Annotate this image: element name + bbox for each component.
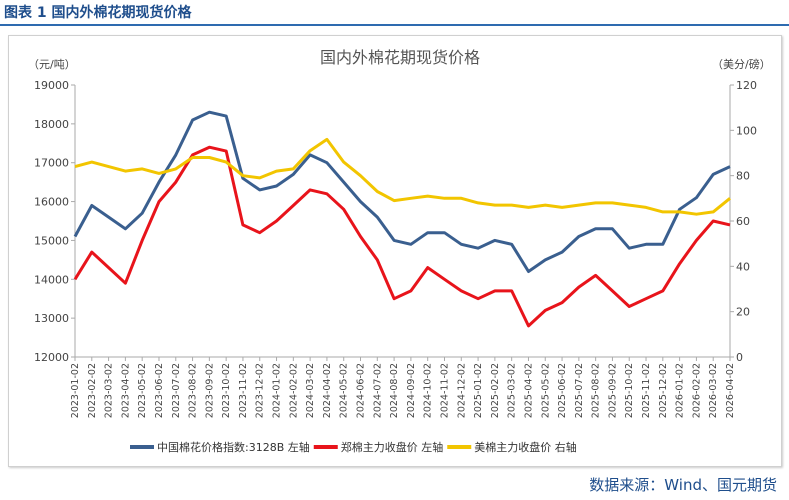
caption-divider bbox=[0, 24, 789, 26]
x-tick-label: 2023-12-02 bbox=[255, 363, 266, 418]
x-tick-label: 2024-01-02 bbox=[272, 363, 283, 418]
x-tick-label: 2026-03-02 bbox=[708, 363, 719, 418]
left-tick-label: 18000 bbox=[34, 118, 69, 131]
x-tick-label: 2023-08-02 bbox=[188, 363, 199, 418]
right-tick-label: 60 bbox=[736, 215, 750, 228]
x-tick-label: 2023-03-02 bbox=[104, 363, 115, 418]
right-tick-label: 80 bbox=[736, 170, 750, 183]
x-tick-label: 2025-11-02 bbox=[641, 363, 652, 418]
x-tick-label: 2025-06-02 bbox=[557, 363, 568, 418]
legend-label-1: 郑棉主力收盘价 左轴 bbox=[341, 440, 444, 454]
figure-caption: 图表 1 国内外棉花期现货价格 bbox=[4, 5, 192, 21]
chart-title: 国内外棉花期现货价格 bbox=[320, 48, 480, 67]
right-tick-label: 40 bbox=[736, 260, 750, 273]
x-tick-label: 2023-04-02 bbox=[120, 363, 131, 418]
legend-label-0: 中国棉花价格指数:3128B 左轴 bbox=[157, 440, 310, 454]
left-tick-label: 13000 bbox=[34, 312, 69, 325]
x-tick-label: 2023-05-02 bbox=[137, 363, 148, 418]
x-tick-label: 2024-08-02 bbox=[389, 363, 400, 418]
x-tick-label: 2026-01-02 bbox=[675, 363, 686, 418]
x-tick-label: 2025-03-02 bbox=[507, 363, 518, 418]
right-tick-label: 0 bbox=[736, 351, 743, 364]
legend-label-2: 美棉主力收盘价 右轴 bbox=[474, 440, 577, 454]
x-tick-label: 2023-10-02 bbox=[221, 363, 232, 418]
right-tick-label: 120 bbox=[736, 79, 757, 92]
left-tick-label: 14000 bbox=[34, 273, 69, 286]
x-tick-label: 2025-10-02 bbox=[624, 363, 635, 418]
x-tick-label: 2025-08-02 bbox=[591, 363, 602, 418]
x-tick-label: 2023-06-02 bbox=[154, 363, 165, 418]
right-axis-label: （美分/磅） bbox=[712, 57, 771, 71]
x-tick-label: 2024-06-02 bbox=[356, 363, 367, 418]
x-tick-label: 2025-12-02 bbox=[658, 363, 669, 418]
x-tick-label: 2024-10-02 bbox=[423, 363, 434, 418]
left-tick-label: 12000 bbox=[34, 351, 69, 364]
x-tick-label: 2025-04-02 bbox=[523, 363, 534, 418]
series-line-1 bbox=[73, 145, 731, 328]
x-tick-label: 2025-02-02 bbox=[490, 363, 501, 418]
x-tick-label: 2023-09-02 bbox=[204, 363, 215, 418]
x-tick-label: 2024-02-02 bbox=[288, 363, 299, 418]
x-tick-label: 2025-07-02 bbox=[574, 363, 585, 418]
x-tick-label: 2023-11-02 bbox=[238, 363, 249, 418]
right-tick-label: 100 bbox=[736, 124, 757, 137]
left-tick-label: 19000 bbox=[34, 79, 69, 92]
data-source: 数据来源：Wind、国元期货 bbox=[589, 476, 777, 494]
left-tick-label: 16000 bbox=[34, 196, 69, 209]
left-tick-label: 15000 bbox=[34, 234, 69, 247]
x-tick-label: 2026-02-02 bbox=[691, 363, 702, 418]
series-line-0 bbox=[73, 110, 731, 273]
x-tick-label: 2024-05-02 bbox=[339, 363, 350, 418]
x-tick-label: 2025-05-02 bbox=[540, 363, 551, 418]
left-tick-label: 17000 bbox=[34, 157, 69, 170]
right-tick-label: 20 bbox=[736, 306, 750, 319]
left-axis-label: （元/吨） bbox=[28, 58, 76, 71]
x-tick-label: 2025-01-02 bbox=[473, 363, 484, 418]
series-line-2 bbox=[74, 137, 731, 216]
x-tick-label: 2024-04-02 bbox=[322, 363, 333, 418]
x-tick-label: 2024-11-02 bbox=[439, 363, 450, 418]
x-tick-label: 2024-03-02 bbox=[305, 363, 316, 418]
x-tick-label: 2024-07-02 bbox=[372, 363, 383, 418]
x-tick-label: 2023-07-02 bbox=[171, 363, 182, 418]
x-tick-label: 2023-02-02 bbox=[87, 363, 98, 418]
x-tick-label: 2025-09-02 bbox=[607, 363, 618, 418]
x-tick-label: 2024-09-02 bbox=[406, 363, 417, 418]
x-tick-label: 2026-04-02 bbox=[725, 363, 736, 418]
chart-frame bbox=[8, 35, 782, 467]
x-tick-label: 2023-01-02 bbox=[70, 363, 81, 418]
x-tick-label: 2024-12-02 bbox=[456, 363, 467, 418]
